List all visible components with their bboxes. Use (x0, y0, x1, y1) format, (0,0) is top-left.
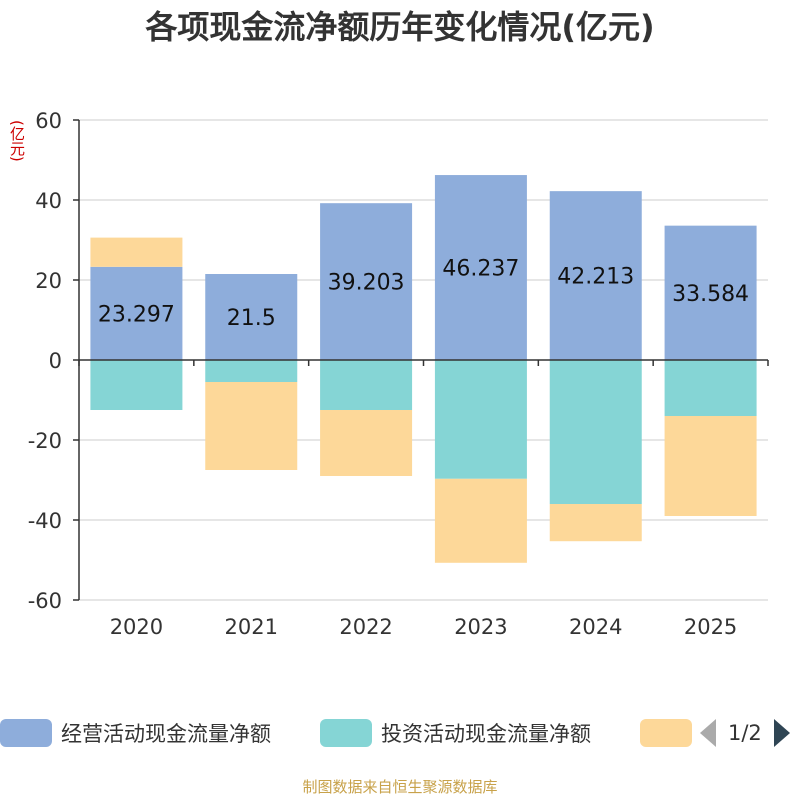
legend: 经营活动现金流量净额 投资活动现金流量净额 1/2 (0, 715, 800, 755)
bar-investing-2020 (90, 360, 183, 410)
legend-page-indicator: 1/2 (728, 721, 762, 745)
data-label-operating-2024: 42.213 (557, 265, 634, 290)
bar-financing-2023 (434, 478, 527, 563)
legend-item-operating[interactable]: 经营活动现金流量净额 (0, 715, 271, 751)
bar-operating-2025 (664, 225, 757, 360)
bar-financing-2022 (320, 410, 413, 476)
x-tick-label-2023: 2023 (454, 615, 507, 639)
legend-label-operating: 经营活动现金流量净额 (61, 722, 271, 746)
legend-item-financing[interactable] (640, 715, 701, 751)
bar-operating-2023 (434, 175, 527, 360)
data-label-operating-2023: 46.237 (442, 257, 519, 282)
legend-swatch-investing (320, 719, 372, 747)
bar-operating-2021 (205, 274, 298, 360)
bar-investing-2023 (434, 360, 527, 479)
bar-operating-2020 (90, 266, 183, 360)
y-tick-label: 60 (35, 109, 62, 133)
legend-item-investing[interactable]: 投资活动现金流量净额 (320, 715, 591, 751)
data-label-operating-2020: 23.297 (98, 302, 175, 327)
legend-pager: 1/2 (700, 715, 790, 751)
y-tick-label: -20 (28, 429, 62, 453)
y-tick-label: -60 (28, 589, 62, 613)
bar-operating-2022 (320, 203, 413, 360)
data-label-operating-2021: 21.5 (227, 306, 276, 331)
x-tick-label-2025: 2025 (684, 615, 737, 639)
chart-title: 各项现金流净额历年变化情况(亿元) (145, 8, 655, 46)
x-tick-label-2024: 2024 (569, 615, 622, 639)
cashflow-bar-chart: 60 40 20 0 -20 -40 -60 23.297 21.5 39.203 46.237 42… (28, 109, 769, 639)
y-tick-label: 40 (35, 189, 62, 213)
bar-financing-2024 (549, 504, 642, 542)
bar-investing-2024 (549, 360, 642, 504)
data-source-note: 制图数据来自恒生聚源数据库 (302, 778, 498, 796)
x-tick-label-2021: 2021 (225, 615, 278, 639)
legend-label-investing: 投资活动现金流量净额 (381, 722, 591, 746)
legend-prev-page-icon[interactable] (700, 719, 716, 747)
y-tick-label: 20 (35, 269, 62, 293)
bar-financing-2021 (205, 382, 298, 470)
y-tick-label: 0 (49, 349, 62, 373)
bar-investing-2022 (320, 360, 413, 410)
x-tick-label-2022: 2022 (339, 615, 392, 639)
bar-operating-2024 (549, 191, 642, 360)
bar-investing-2025 (664, 360, 757, 416)
legend-next-page-icon[interactable] (773, 719, 790, 747)
legend-swatch-operating (0, 719, 52, 747)
y-axis-unit-label: (亿元) (8, 120, 26, 162)
data-label-operating-2022: 39.203 (328, 271, 405, 296)
y-tick-label: -40 (28, 509, 62, 533)
bar-financing-2020 (90, 237, 183, 267)
bar-investing-2021 (205, 360, 298, 382)
bar-financing-2025 (664, 416, 757, 516)
data-label-operating-2025: 33.584 (672, 282, 749, 307)
x-tick-label-2020: 2020 (110, 615, 163, 639)
legend-swatch-financing (640, 719, 692, 747)
